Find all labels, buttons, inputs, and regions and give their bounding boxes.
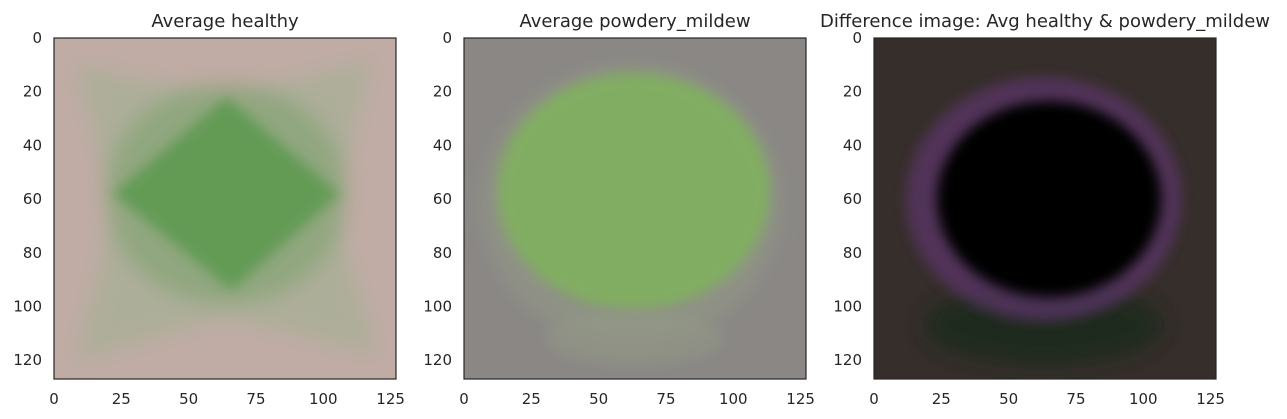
panel-1: Average healthy 0 25 50 75 100 125 0 20 40 60 80 100… [13,11,405,408]
y-tick-label: 120 [833,351,862,369]
panel-3: Difference image: Avg healthy & powdery_… [820,11,1270,408]
leaf-stems [543,310,724,367]
dark-core [937,101,1162,298]
leaf-glow [106,83,347,304]
average-image [54,38,396,379]
x-tick-label: 25 [522,390,541,408]
y-tick-label: 100 [833,298,862,316]
y-tick-label: 80 [23,244,42,262]
y-tick-label: 20 [843,83,862,101]
average-image [874,38,1216,379]
y-tick-label: 120 [13,351,42,369]
x-tick-label: 75 [656,390,675,408]
x-tick-label: 75 [1066,390,1085,408]
y-tick-label: 20 [433,83,452,101]
panel-2: Average powdery_mildew 0 25 50 75 100 125 0 20 40… [423,11,815,408]
x-tick-label: 75 [246,390,265,408]
axes-frame [873,37,1217,380]
x-tick-label: 0 [869,390,879,408]
panel-title: Average powdery_mildew [519,11,750,32]
y-tick-label: 0 [32,29,42,47]
y-tick-label: 120 [423,351,452,369]
y-tick-label: 40 [23,136,42,154]
y-tick-label: 80 [433,244,452,262]
panel-title: Average healthy [151,11,299,32]
axes-frame [53,37,397,380]
x-tick-label: 125 [376,390,405,408]
x-tick-label: 25 [932,390,951,408]
x-tick-label: 50 [589,390,608,408]
y-tick-label: 60 [433,190,452,208]
panel-title: Difference image: Avg healthy & powdery_… [820,11,1270,32]
y-tick-label: 0 [852,29,862,47]
y-tick-label: 60 [843,190,862,208]
y-tick-label: 40 [843,136,862,154]
x-tick-label: 50 [999,390,1018,408]
x-tick-label: 0 [459,390,469,408]
x-tick-label: 100 [309,390,338,408]
x-tick-label: 50 [179,390,198,408]
y-tick-label: 60 [23,190,42,208]
x-tick-label: 125 [786,390,815,408]
x-tick-label: 25 [112,390,131,408]
x-tick-label: 100 [1129,390,1158,408]
x-tick-label: 125 [1196,390,1225,408]
average-image [464,38,806,379]
y-tick-label: 80 [843,244,862,262]
y-tick-label: 40 [433,136,452,154]
y-tick-label: 0 [442,29,452,47]
y-tick-label: 20 [23,83,42,101]
y-tick-label: 100 [13,298,42,316]
y-tick-label: 100 [423,298,452,316]
x-tick-label: 0 [49,390,59,408]
x-tick-label: 100 [719,390,748,408]
axes-frame [463,37,807,380]
leaf-core [497,73,770,310]
